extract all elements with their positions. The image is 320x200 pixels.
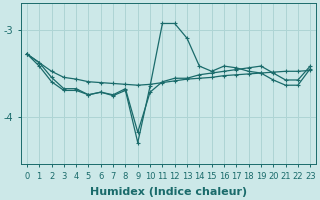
X-axis label: Humidex (Indice chaleur): Humidex (Indice chaleur) bbox=[90, 187, 247, 197]
